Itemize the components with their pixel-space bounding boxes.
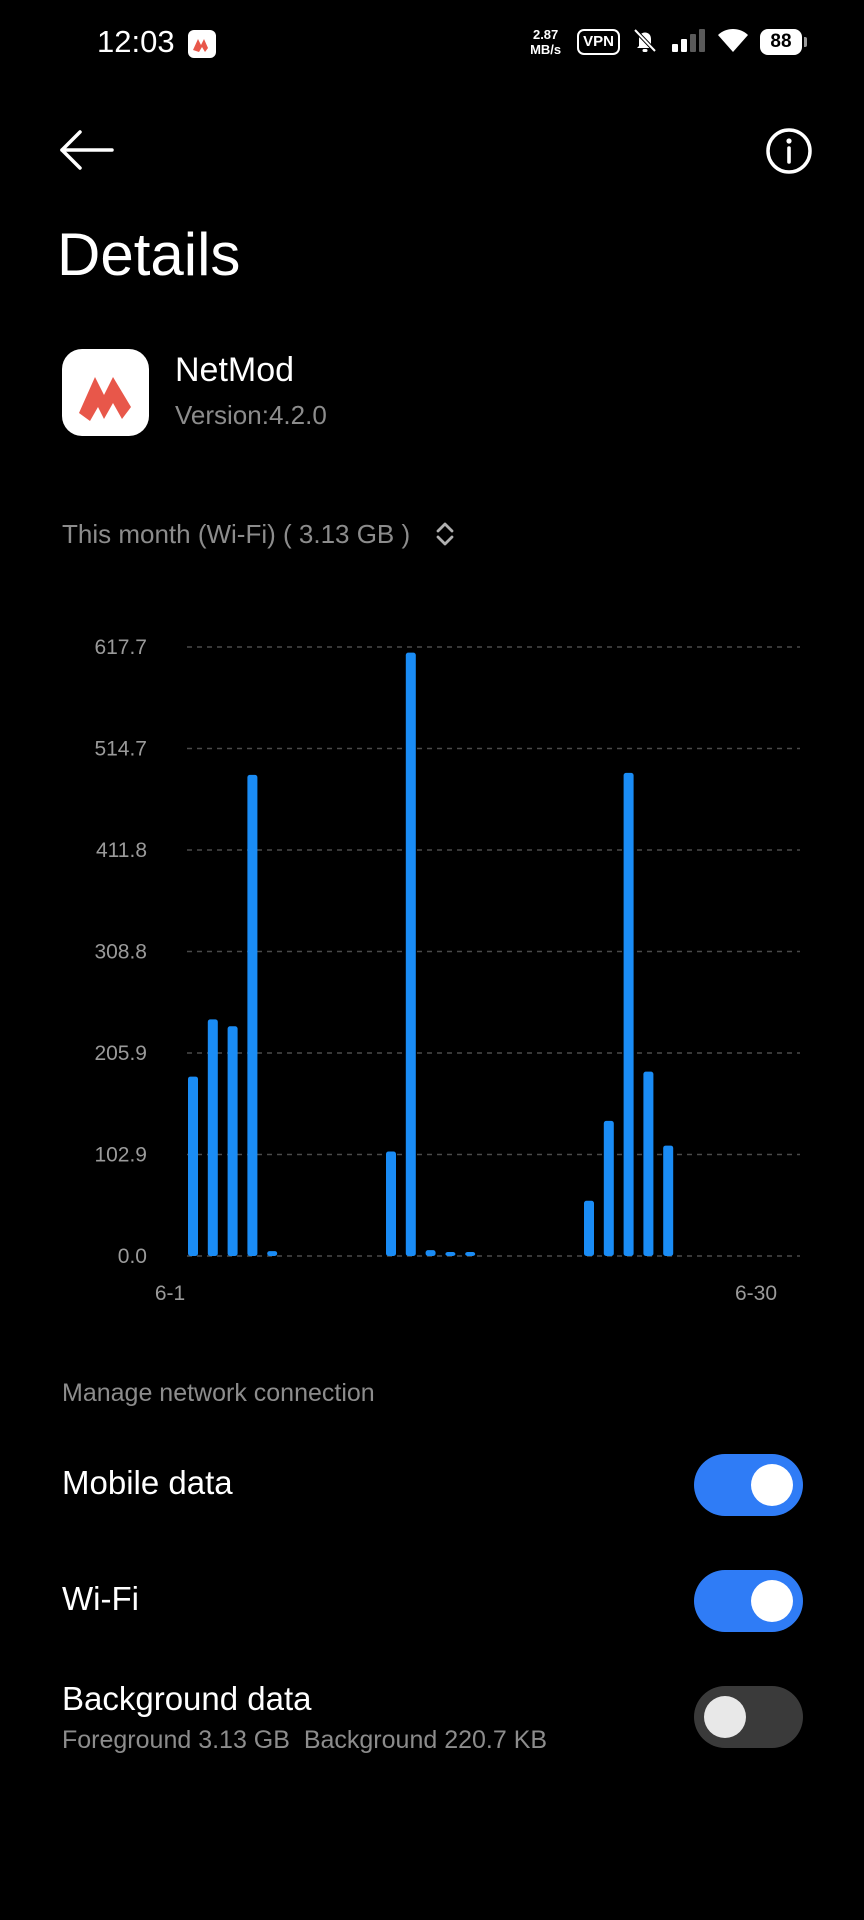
toggle-knob bbox=[751, 1464, 793, 1506]
y-tick-label: 514.7 bbox=[94, 738, 147, 761]
chart-bar bbox=[188, 1076, 198, 1256]
mobile-data-label: Mobile data bbox=[62, 1464, 233, 1501]
wifi-icon bbox=[716, 26, 750, 59]
status-indicators: 2.87 MB/s VPN 88 bbox=[530, 22, 807, 62]
bell-muted-icon bbox=[630, 25, 660, 60]
network-speed: 2.87 MB/s bbox=[530, 27, 561, 57]
back-button[interactable] bbox=[58, 126, 116, 174]
app-version: Version:4.2.0 bbox=[175, 400, 327, 430]
info-button[interactable] bbox=[764, 126, 814, 176]
network-speed-value: 2.87 bbox=[532, 27, 559, 42]
period-selector[interactable]: This month (Wi-Fi) ( 3.13 GB ) bbox=[62, 514, 456, 554]
chart-bar bbox=[643, 1071, 654, 1256]
page-title: Details bbox=[57, 221, 241, 288]
status-bar: 12:03 2.87 MB/s VPN bbox=[0, 0, 864, 86]
chart-bar bbox=[663, 1145, 674, 1256]
chevron-up-down-icon bbox=[436, 522, 454, 546]
x-end-label: 6-30 bbox=[735, 1282, 777, 1305]
foreground-usage: Foreground 3.13 GB bbox=[62, 1726, 290, 1754]
period-label: This month (Wi-Fi) ( 3.13 GB ) bbox=[62, 518, 411, 549]
chart-bar bbox=[267, 1251, 278, 1256]
y-tick-label: 205.9 bbox=[94, 1042, 147, 1065]
network-speed-unit: MB/s bbox=[530, 42, 562, 57]
y-tick-label: 308.8 bbox=[94, 941, 147, 964]
signal-icon bbox=[670, 26, 706, 59]
mobile-data-toggle[interactable] bbox=[694, 1454, 803, 1516]
vpn-badge: VPN bbox=[577, 29, 620, 55]
background-data-label: Background data bbox=[62, 1680, 312, 1717]
battery-icon: 88 bbox=[760, 29, 807, 55]
background-usage: Background 220.7 KB bbox=[303, 1726, 548, 1754]
toggle-knob bbox=[704, 1696, 746, 1738]
x-start-label: 6-1 bbox=[155, 1282, 185, 1305]
app-notification-icon bbox=[188, 30, 216, 58]
usage-chart-svg: 617.7 514.7 411.8 308.8 205.9 102.9 0.0 6-1 6-30 bbox=[94, 636, 800, 1305]
chart-bar bbox=[603, 1120, 614, 1256]
chart-bar bbox=[465, 1252, 476, 1256]
chart-bar bbox=[445, 1252, 456, 1256]
wifi-toggle[interactable] bbox=[694, 1570, 803, 1632]
netmod-logo-icon bbox=[62, 349, 149, 436]
y-tick-label: 411.8 bbox=[96, 839, 147, 862]
chart-bar bbox=[227, 1026, 238, 1256]
usage-chart: 617.7 514.7 411.8 308.8 205.9 102.9 0.0 6-1 6-30 bbox=[0, 600, 864, 1320]
background-data-toggle[interactable] bbox=[694, 1686, 803, 1748]
chart-bar bbox=[425, 1250, 436, 1256]
arrow-left-icon bbox=[60, 130, 114, 170]
chart-bar bbox=[623, 772, 634, 1256]
chart-bar bbox=[386, 1151, 396, 1256]
y-tick-label: 0.0 bbox=[118, 1245, 147, 1268]
app-name: NetMod bbox=[175, 351, 295, 389]
chart-bar bbox=[207, 1019, 218, 1256]
chart-bar bbox=[584, 1200, 594, 1256]
chart-bar bbox=[247, 774, 258, 1256]
y-tick-label: 617.7 bbox=[94, 636, 147, 659]
info-icon bbox=[766, 128, 812, 174]
wifi-label: Wi-Fi bbox=[62, 1580, 139, 1617]
y-tick-label: 102.9 bbox=[94, 1144, 147, 1167]
chart-bar bbox=[405, 652, 416, 1256]
status-time: 12:03 bbox=[97, 24, 175, 59]
toggle-knob bbox=[751, 1580, 793, 1622]
background-data-usage: Foreground 3.13 GB Background 220.7 KB bbox=[62, 1723, 547, 1757]
section-label-network: Manage network connection bbox=[62, 1379, 375, 1407]
